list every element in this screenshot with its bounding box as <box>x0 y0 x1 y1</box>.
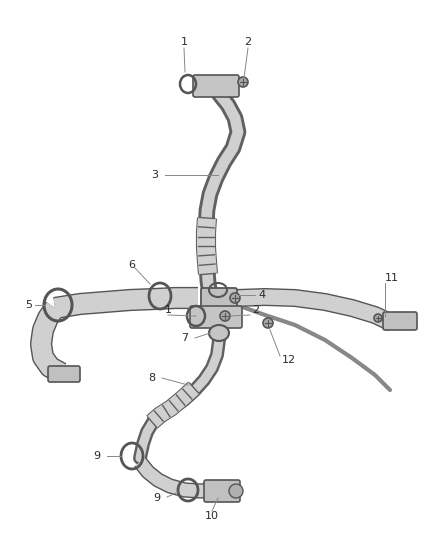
Text: 2: 2 <box>244 37 251 47</box>
Text: 9: 9 <box>153 493 160 503</box>
FancyBboxPatch shape <box>383 312 417 330</box>
Text: 1: 1 <box>180 37 187 47</box>
Circle shape <box>220 311 230 321</box>
Text: 2: 2 <box>252 305 259 315</box>
Text: 10: 10 <box>205 511 219 521</box>
FancyBboxPatch shape <box>190 306 242 328</box>
Text: 12: 12 <box>282 355 296 365</box>
Text: 7: 7 <box>181 333 188 343</box>
FancyBboxPatch shape <box>201 288 237 314</box>
Text: 11: 11 <box>385 273 399 283</box>
FancyBboxPatch shape <box>48 366 80 382</box>
FancyBboxPatch shape <box>193 75 239 97</box>
Text: 4: 4 <box>258 290 265 300</box>
Ellipse shape <box>209 325 229 341</box>
FancyBboxPatch shape <box>204 480 240 502</box>
Text: 5: 5 <box>25 300 32 310</box>
Circle shape <box>230 293 240 303</box>
Text: 3: 3 <box>151 170 158 180</box>
Text: 6: 6 <box>128 260 135 270</box>
Text: 8: 8 <box>148 373 155 383</box>
Text: 1: 1 <box>165 305 172 315</box>
Circle shape <box>374 314 382 322</box>
Circle shape <box>229 484 243 498</box>
Circle shape <box>238 77 248 87</box>
Circle shape <box>263 318 273 328</box>
Text: 9: 9 <box>93 451 100 461</box>
